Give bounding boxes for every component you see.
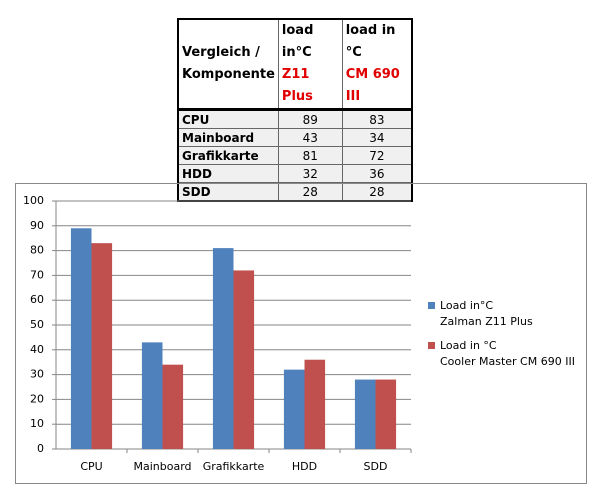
y-tick-label: 80: [30, 244, 44, 257]
y-tick-label: 50: [30, 318, 44, 331]
table-cell: Mainboard: [177, 128, 279, 147]
bar: [304, 359, 326, 449]
table-row: CPU 89 83: [177, 109, 413, 129]
legend-swatch: [428, 342, 435, 349]
table-row: Mainboard 43 34: [177, 128, 413, 147]
table-cell: Grafikkarte: [177, 146, 279, 165]
table-row: HDD 32 36: [177, 164, 413, 183]
y-tick-label: 60: [30, 293, 44, 306]
table-cell: 34: [341, 128, 413, 147]
header-text: Komponente: [182, 67, 275, 82]
legend-label: Load in °C Cooler Master CM 690 III: [440, 339, 575, 368]
header-text: load in °C: [345, 23, 396, 60]
bar: [212, 248, 234, 449]
table-row: SDD 28 28: [177, 182, 413, 202]
header-cell: load in °C CM 690 III: [341, 18, 413, 111]
table-cell: 89: [277, 109, 343, 129]
y-tick-label: 0: [37, 442, 44, 455]
bar: [91, 243, 113, 449]
y-tick-label: 100: [23, 194, 44, 207]
legend-label: Load in°C Zalman Z11 Plus: [440, 299, 533, 328]
bar: [141, 342, 163, 449]
table-cell: 72: [341, 146, 413, 165]
bar: [70, 228, 92, 449]
table-cell: 81: [277, 146, 343, 165]
bar: [233, 270, 255, 449]
legend-entry: Load in °C Cooler Master CM 690 III: [428, 338, 575, 370]
legend-entry: Load in°C Zalman Z11 Plus: [428, 298, 533, 330]
header-text: Z11 Plus: [281, 67, 313, 104]
y-tick-label: 70: [30, 268, 44, 281]
table-cell: 28: [341, 182, 413, 202]
table-cell: SDD: [177, 182, 279, 202]
x-tick-label: SDD: [364, 460, 388, 473]
table-row: Grafikkarte 81 72: [177, 146, 413, 165]
bar: [283, 369, 305, 449]
header-cell: Vergleich / Komponente: [177, 18, 279, 111]
table-cell: 32: [277, 164, 343, 183]
header-cell: load in°C Z11 Plus: [277, 18, 343, 111]
table-cell: 28: [277, 182, 343, 202]
table-cell: 83: [341, 109, 413, 129]
x-tick-label: HDD: [292, 460, 317, 473]
table-cell: HDD: [177, 164, 279, 183]
bar: [375, 379, 397, 449]
y-tick-label: 90: [30, 219, 44, 232]
header-text: CM 690 III: [345, 67, 400, 104]
header-text: Vergleich /: [182, 45, 260, 60]
y-tick-label: 20: [30, 392, 44, 405]
bar: [354, 379, 376, 449]
legend-swatch: [428, 302, 435, 309]
x-tick-label: CPU: [80, 460, 102, 473]
y-tick-label: 40: [30, 343, 44, 356]
table-cell: 43: [277, 128, 343, 147]
comparison-table: Vergleich / Komponente load in°C Z11 Plus lo…: [177, 18, 413, 202]
table-cell: 36: [341, 164, 413, 183]
chart: 0 10 20 30 40 50 60 70 80 90 100 CPU Mainboard Grafik…: [15, 183, 587, 484]
bar: [162, 364, 184, 449]
table-cell: CPU: [177, 109, 279, 129]
x-tick-label: Mainboard: [133, 460, 191, 473]
y-tick-label: 30: [30, 368, 44, 381]
x-tick-label: Grafikkarte: [203, 460, 265, 473]
y-tick-label: 10: [30, 417, 44, 430]
header-text: load in°C: [281, 23, 314, 60]
